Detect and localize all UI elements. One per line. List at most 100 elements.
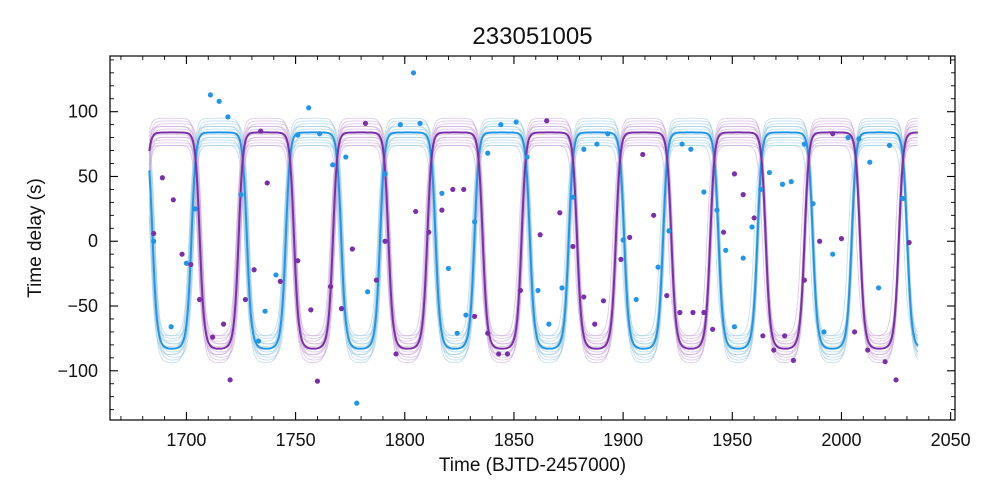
data-point-purple-57 — [790, 357, 797, 364]
y-tick-label: 0 — [88, 231, 98, 251]
data-point-blue-47 — [731, 324, 738, 330]
data-point-purple-22 — [382, 238, 388, 244]
data-point-purple-35 — [544, 118, 550, 124]
data-point-purple-16 — [314, 378, 321, 384]
data-point-purple-13 — [277, 278, 283, 284]
data-point-blue-31 — [535, 287, 541, 294]
data-point-blue-36 — [594, 141, 600, 147]
data-point-blue-48 — [740, 255, 746, 261]
data-point-blue-18 — [382, 171, 388, 177]
data-point-purple-20 — [362, 120, 369, 126]
data-point-purple-34 — [537, 232, 543, 238]
data-point-purple-1 — [159, 175, 165, 181]
data-point-blue-7 — [238, 192, 244, 198]
data-point-blue-46 — [723, 247, 729, 253]
data-point-blue-20 — [410, 70, 417, 76]
sample-curve-purple-8 — [148, 142, 918, 339]
data-point-purple-36 — [557, 210, 563, 216]
data-point-blue-63 — [900, 195, 906, 202]
data-point-blue-16 — [354, 400, 360, 406]
x-tick-label: 2000 — [821, 430, 861, 450]
x-axis-label: Time (BJTD-2457000) — [439, 455, 626, 476]
data-point-blue-13 — [317, 131, 323, 137]
data-point-purple-61 — [838, 236, 845, 242]
sample-curve-purple-4 — [148, 128, 918, 353]
y-axis-label: Time delay (s) — [25, 178, 46, 298]
data-point-blue-3 — [192, 206, 198, 212]
sample-curve-blue-11 — [148, 144, 919, 337]
data-point-purple-44 — [651, 212, 657, 218]
data-point-blue-43 — [688, 146, 694, 152]
x-tick-label: 1750 — [276, 430, 316, 450]
data-point-blue-10 — [273, 272, 279, 278]
data-points-layer — [151, 70, 912, 406]
data-point-purple-15 — [308, 307, 314, 313]
data-point-purple-24 — [413, 208, 419, 215]
data-point-blue-42 — [679, 141, 685, 147]
data-point-purple-19 — [349, 246, 355, 252]
data-point-purple-29 — [472, 313, 478, 319]
model-curve-purple — [148, 131, 918, 350]
data-point-blue-59 — [856, 136, 862, 142]
data-point-blue-35 — [581, 146, 587, 152]
data-point-purple-54 — [760, 333, 766, 339]
data-point-blue-15 — [343, 154, 349, 160]
data-point-purple-46 — [677, 309, 683, 316]
data-point-blue-61 — [875, 285, 882, 291]
model-curves-layer — [148, 131, 919, 350]
data-point-blue-50 — [758, 186, 764, 193]
data-point-blue-6 — [225, 114, 231, 120]
data-point-purple-42 — [627, 234, 633, 240]
data-point-purple-51 — [731, 171, 738, 177]
data-point-purple-40 — [600, 298, 607, 304]
data-point-blue-37 — [605, 131, 611, 137]
sample-curve-purple-3 — [148, 117, 918, 364]
data-point-purple-26 — [439, 207, 445, 213]
data-point-blue-58 — [845, 135, 851, 141]
data-point-blue-9 — [262, 308, 268, 314]
data-point-blue-39 — [633, 296, 639, 303]
data-point-purple-52 — [740, 192, 746, 198]
data-point-blue-12 — [306, 105, 312, 111]
y-axis: −100 −50 0 50 100 — [57, 59, 955, 411]
data-point-purple-2 — [170, 197, 176, 203]
data-point-purple-65 — [893, 377, 899, 383]
data-point-blue-56 — [821, 329, 827, 335]
data-point-purple-4 — [188, 261, 194, 268]
data-point-blue-62 — [886, 142, 893, 148]
data-point-blue-0 — [151, 238, 157, 244]
data-point-blue-21 — [417, 120, 423, 126]
data-point-blue-45 — [714, 207, 720, 213]
data-point-blue-34 — [570, 194, 576, 200]
data-point-purple-28 — [461, 186, 467, 193]
data-point-purple-5 — [196, 296, 203, 303]
sample-curve-purple-5 — [148, 139, 918, 342]
data-point-blue-29 — [513, 119, 519, 125]
y-tick-label: 50 — [78, 166, 98, 186]
data-point-blue-19 — [397, 122, 403, 128]
data-point-purple-53 — [751, 215, 757, 221]
model-curve-blue — [148, 131, 919, 350]
chart-title: 233051005 — [472, 23, 592, 50]
data-point-blue-33 — [559, 285, 565, 291]
data-point-purple-43 — [640, 151, 646, 158]
data-point-purple-23 — [393, 351, 399, 357]
data-point-purple-47 — [690, 309, 696, 316]
data-point-purple-0 — [151, 230, 157, 237]
data-point-blue-53 — [788, 179, 794, 185]
y-tick-label: 100 — [68, 102, 98, 122]
sample-curve-purple-12 — [148, 125, 918, 356]
data-point-blue-27 — [485, 150, 491, 156]
data-point-purple-56 — [782, 333, 788, 339]
data-point-purple-38 — [581, 294, 587, 300]
data-point-blue-38 — [620, 237, 626, 243]
data-point-purple-10 — [251, 267, 257, 273]
x-axis: 1700 1750 1800 1850 1900 1950 2000 2050 — [120, 56, 971, 450]
data-point-purple-7 — [220, 321, 227, 327]
data-point-blue-26 — [472, 219, 478, 225]
data-point-blue-41 — [666, 228, 672, 234]
data-point-blue-2 — [183, 260, 190, 266]
y-tick-label: −100 — [57, 361, 98, 381]
data-point-purple-66 — [906, 239, 912, 246]
